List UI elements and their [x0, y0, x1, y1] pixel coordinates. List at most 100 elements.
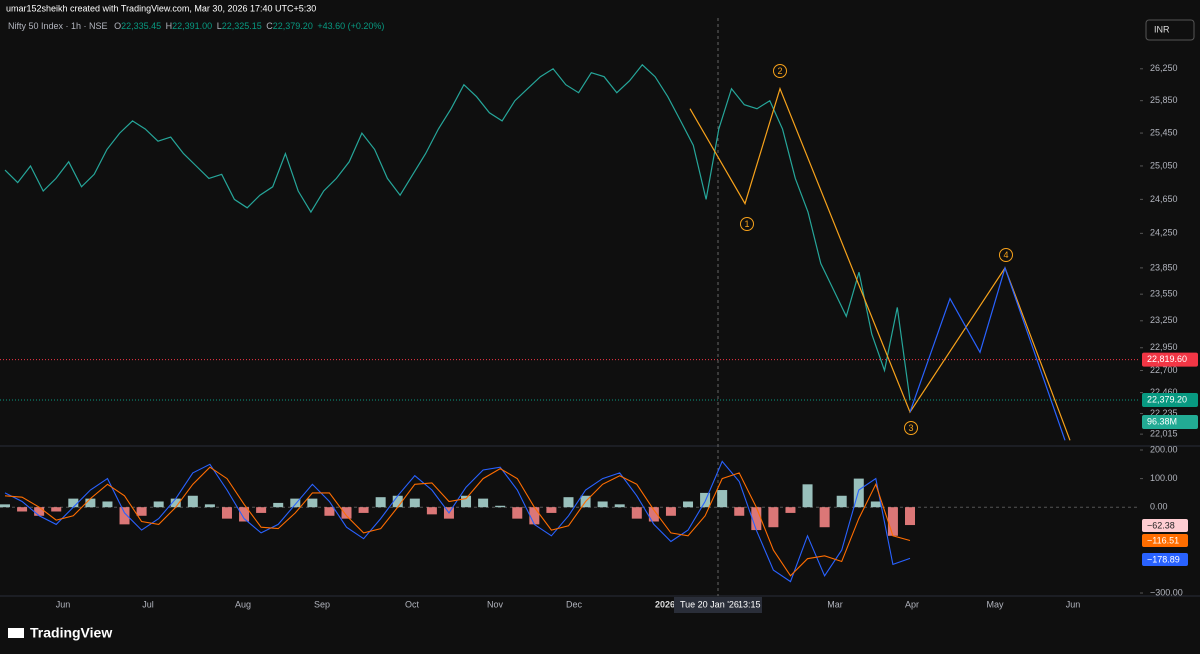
histogram-bar	[68, 498, 79, 508]
histogram-bar	[187, 495, 198, 508]
logo-icon	[8, 628, 24, 638]
histogram-bar	[853, 478, 864, 508]
histogram-bar	[358, 507, 369, 513]
y-tick-label: 22,700	[1150, 365, 1178, 375]
y-tick-label: 0.00	[1150, 502, 1168, 512]
histogram-bar	[802, 484, 813, 508]
price-badge	[1142, 393, 1198, 408]
histogram-bar	[307, 498, 318, 508]
histogram-bar	[648, 507, 659, 522]
histogram-bar	[563, 497, 574, 508]
histogram-bar	[153, 501, 164, 508]
histogram-bar	[51, 507, 62, 512]
cursor-badge	[674, 597, 762, 613]
histogram-bar	[683, 501, 694, 508]
wave-label: 1	[744, 219, 749, 229]
histogram-bar	[478, 498, 489, 508]
x-tick-label: Aug	[235, 599, 251, 609]
histogram-bar	[290, 498, 301, 508]
histogram-bar	[512, 507, 523, 519]
cursor-time: 13:15	[738, 599, 761, 609]
x-tick-label: Sep	[314, 599, 330, 609]
change: +43.60 (+0.20%)	[317, 21, 384, 31]
currency-box[interactable]	[1145, 19, 1195, 41]
author-line: umar152sheikh created with TradingView.c…	[6, 3, 316, 13]
histogram-bar	[870, 501, 881, 508]
ohlc-key: O	[114, 21, 121, 31]
cursor-date: Tue 20 Jan '26	[680, 599, 739, 609]
histogram-bar	[631, 507, 642, 519]
histogram-bar	[0, 504, 10, 508]
ohlc-key: H	[166, 21, 173, 31]
histogram-bar	[273, 502, 284, 508]
price-badge-label: 22,379.20	[1147, 394, 1187, 404]
price-line	[4, 63, 911, 401]
histogram-bar	[256, 507, 267, 513]
value-badge-label: −62.38	[1147, 520, 1175, 530]
histogram-bar	[221, 507, 232, 519]
wave-marker	[999, 248, 1013, 262]
y-tick-label: 25,450	[1150, 127, 1178, 137]
histogram-bar	[529, 507, 540, 525]
legend-line: Nifty 50 Index · 1h · NSE O22,335.45 H 22…	[8, 21, 384, 31]
x-tick-label: Dec	[566, 599, 583, 609]
logo-text: TradingView	[30, 625, 112, 641]
axes: 26,250 25,850 25,450 25,050 24,650 24,250 23,8…	[56, 63, 1198, 613]
oscillator-line	[4, 466, 911, 577]
histogram-bar	[426, 507, 437, 515]
ohlc-value: 22,335.45	[121, 21, 161, 31]
volume-badge-label: 96.38M	[1147, 416, 1177, 426]
value-badge	[1142, 534, 1188, 547]
price-badge-label: 22,819.60	[1147, 354, 1187, 364]
value-badge-label: −116.51	[1147, 535, 1179, 545]
y-tick-label: 23,550	[1150, 289, 1178, 299]
histogram-bar	[204, 504, 215, 508]
price-badge	[1142, 352, 1198, 367]
histogram-bar	[375, 497, 386, 508]
histogram-bar	[768, 507, 779, 528]
currency[interactable]: INR	[1154, 24, 1170, 34]
x-tick-label: Apr	[905, 599, 919, 609]
histogram-bar	[700, 492, 711, 508]
symbol: Nifty 50 Index · 1h · NSE	[8, 21, 108, 31]
ohlc-key: L	[217, 21, 222, 31]
wave-marker	[740, 217, 754, 231]
histogram-bar	[102, 501, 113, 508]
y-tick-label: 25,050	[1150, 160, 1178, 170]
histogram-bar	[717, 490, 728, 508]
histogram-bar	[905, 507, 915, 526]
ohlc-value: 22,379.20	[273, 21, 313, 31]
histogram-bar	[324, 507, 335, 516]
ohlc-value: 22,325.15	[222, 21, 262, 31]
histogram-bar	[546, 507, 557, 513]
y-tick-label: 24,650	[1150, 194, 1178, 204]
x-tick-label: Oct	[405, 599, 420, 609]
ohlc-key: C	[266, 21, 273, 31]
x-tick-label: May	[986, 599, 1004, 609]
y-tick-label: 23,250	[1150, 315, 1178, 325]
histogram-bar	[170, 498, 181, 508]
y-tick-label: 22,235	[1150, 408, 1178, 418]
histogram-bar	[119, 507, 130, 525]
y-tick-label: 22,015	[1150, 428, 1178, 438]
histogram-bar	[734, 507, 745, 516]
histogram-bar	[819, 507, 830, 528]
x-tick-label: Nov	[487, 599, 504, 609]
x-tick-label: Jun	[1066, 599, 1081, 609]
histogram-bar	[836, 495, 847, 508]
x-tick-label: Jul	[142, 599, 154, 609]
y-tick-label: 22,950	[1150, 342, 1178, 352]
projection-line	[909, 265, 1066, 441]
histogram-bar	[85, 498, 96, 508]
x-tick-label: 2026	[655, 599, 675, 609]
histogram-bar	[597, 501, 608, 508]
histogram-bar	[461, 495, 472, 508]
histogram-bar	[614, 504, 625, 508]
y-tick-label: 100.00	[1150, 473, 1178, 483]
y-tick-label: 24,250	[1150, 228, 1178, 238]
value-badge	[1142, 519, 1188, 532]
y-tick-label: 22,460	[1150, 387, 1178, 397]
histogram-bar	[751, 507, 762, 531]
histogram-bar	[239, 507, 250, 522]
